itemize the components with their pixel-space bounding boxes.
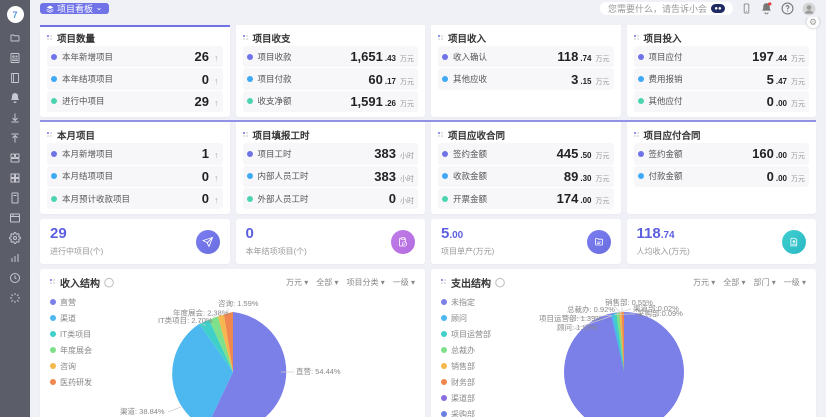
svg-text:直营: 54.44%: 直营: 54.44% bbox=[296, 366, 341, 376]
svg-text:年度展会: 2.38%: 年度展会: 2.38% bbox=[173, 307, 229, 317]
svg-text:渠道: 38.84%: 渠道: 38.84% bbox=[120, 406, 165, 416]
svg-text:项目运营部: 1.39%: 项目运营部: 1.39% bbox=[539, 313, 602, 323]
svg-text:咨询: 1.59%: 咨询: 1.59% bbox=[218, 298, 259, 308]
svg-text:采购部:0.09%: 采购部:0.09% bbox=[637, 308, 683, 318]
svg-text:总裁办: 0.92%: 总裁办: 0.92% bbox=[567, 304, 615, 314]
